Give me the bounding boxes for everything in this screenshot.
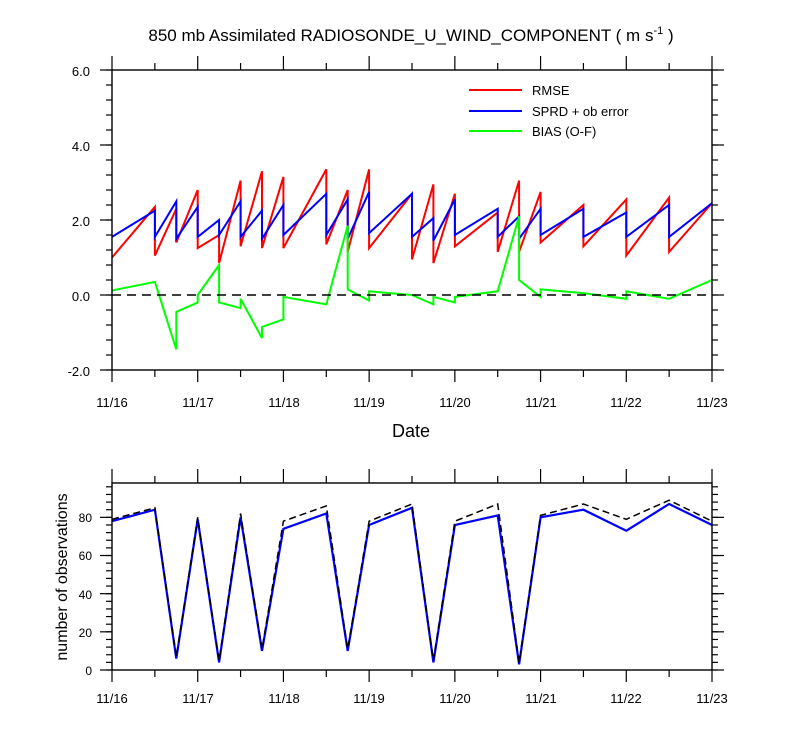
bottom-x-tick-label-1116: 11/16 (96, 691, 128, 706)
bottom-chart: 0 20 40 60 80 number of observations 11/… (54, 469, 728, 706)
top-ticks (100, 56, 724, 382)
bottom-ticks (100, 469, 724, 682)
bottom-x-tick-label-1119: 11/19 (353, 691, 385, 706)
legend: RMSE SPRD + ob error BIAS (O-F) (469, 83, 629, 139)
top-y-tick-label-0: 0.0 (72, 289, 90, 304)
top-y-tick-label-4: 4.0 (72, 139, 90, 154)
legend-label-sprd: SPRD + ob error (532, 104, 629, 119)
series-line-sprd (111, 191, 713, 243)
top-plot-lines (111, 168, 713, 350)
obs-count-solid-line (111, 502, 713, 665)
bottom-y-tick-label-60: 60 (79, 549, 93, 563)
bottom-x-tick-label-1122: 11/22 (610, 691, 642, 706)
chart-title-superscript: -1 (653, 25, 663, 37)
chart-title-main: 850 mb Assimilated RADIOSONDE_U_WIND_COM… (148, 26, 653, 45)
top-x-tick-label-1121: 11/21 (525, 395, 557, 410)
bottom-x-tick-label-1121: 11/21 (525, 691, 557, 706)
top-x-tick-label-1117: 11/17 (182, 395, 214, 410)
top-y-tick-label-neg2: -2.0 (68, 364, 90, 379)
top-x-tick-label-1116: 11/16 (96, 395, 128, 410)
bottom-y-tick-label-20: 20 (79, 626, 93, 640)
bottom-y-tick-label-80: 80 (79, 511, 93, 525)
x-axis-label: Date (392, 421, 430, 441)
bottom-y-axis-label: number of observations (54, 493, 71, 660)
top-y-tick-label-2: 2.0 (72, 214, 90, 229)
top-plot-frame (111, 69, 713, 371)
bottom-y-tick-label-0: 0 (85, 664, 92, 678)
bottom-x-tick-label-1123: 11/23 (696, 691, 728, 706)
top-x-tick-label-1120: 11/20 (439, 395, 471, 410)
top-x-tick-label-1118: 11/18 (268, 395, 300, 410)
legend-label-rmse: RMSE (532, 83, 570, 98)
chart-title: 850 mb Assimilated RADIOSONDE_U_WIND_COM… (148, 25, 673, 45)
bottom-x-tick-label-1118: 11/18 (268, 691, 300, 706)
top-x-tick-label-1122: 11/22 (610, 395, 642, 410)
bottom-plot-frame (111, 482, 713, 671)
bottom-x-tick-label-1117: 11/17 (182, 691, 214, 706)
bottom-x-tick-label-1120: 11/20 (439, 691, 471, 706)
legend-label-bias: BIAS (O-F) (532, 124, 596, 139)
bottom-plot-lines (111, 499, 713, 665)
top-x-tick-label-1119: 11/19 (353, 395, 385, 410)
bottom-y-tick-label-40: 40 (79, 588, 93, 602)
top-y-tick-label-6: 6.0 (72, 64, 90, 79)
chart-title-end: ) (663, 26, 673, 45)
obs-count-dashed-line (111, 499, 713, 663)
top-x-tick-label-1123: 11/23 (696, 395, 728, 410)
top-chart: 6.0 4.0 2.0 0.0 -2.0 11/16 11/17 11/18 1… (68, 56, 728, 441)
